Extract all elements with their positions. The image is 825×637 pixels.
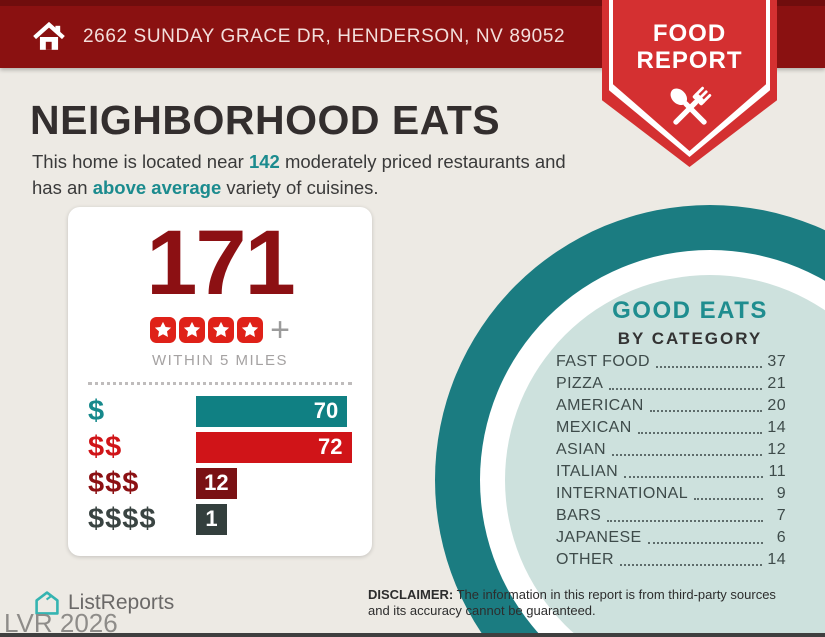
home-icon <box>33 22 65 50</box>
subtitle-text: This home is located near <box>32 151 249 172</box>
subtitle-text: moderately priced restaurants and <box>279 151 566 172</box>
category-row: MEXICAN 14 <box>556 419 786 437</box>
star-icon <box>208 317 235 343</box>
category-label: ITALIAN <box>556 463 619 480</box>
brand-name: ListReports <box>68 591 175 614</box>
star-icon <box>150 317 177 343</box>
category-label: INTERNATIONAL <box>556 485 689 502</box>
food-report-badge: FOOD REPORT <box>602 0 777 167</box>
category-label: FAST FOOD <box>556 353 650 370</box>
price-bar-chart: $70 $$ 72 $$$ 12 $$$$ 1 <box>68 385 372 537</box>
page-title: NEIGHBORHOOD EATS <box>30 97 501 143</box>
category-value: 20 <box>767 397 786 414</box>
star-icon <box>179 317 206 343</box>
price-level-label: $$$ <box>88 466 140 499</box>
category-row: ASIAN 12 <box>556 441 786 459</box>
category-value: 7 <box>776 507 786 524</box>
window-bottom-edge <box>0 633 825 637</box>
category-value: 11 <box>768 463 786 480</box>
dotted-leader <box>647 542 763 544</box>
dotted-leader <box>624 476 763 478</box>
restaurant-count-inline: 142 <box>248 151 280 172</box>
price-bar-row: $$$$ 1 <box>88 501 352 537</box>
price-bar-value: 12 <box>204 470 229 495</box>
good-eats-subtitle: BY CATEGORY <box>617 329 763 348</box>
subtitle-text: variety of cuisines. <box>221 177 379 198</box>
category-list: FAST FOOD 37 PIZZA 21 AMERICAN 20 MEXICAN 14 ASI… <box>556 353 786 574</box>
category-value: 21 <box>767 375 786 392</box>
dotted-leader <box>612 454 763 456</box>
radius-label: WITHIN 5 MILES <box>151 352 288 369</box>
listreports-house-icon <box>35 591 59 615</box>
price-level-label: $$$$ <box>88 502 157 535</box>
category-label: MEXICAN <box>556 419 632 436</box>
dotted-leader <box>649 410 763 412</box>
dotted-leader <box>620 564 763 566</box>
dotted-leader <box>637 432 763 434</box>
price-bar-value: 70 <box>313 398 339 423</box>
page-subtitle: This home is located near 142 moderately… <box>32 149 607 201</box>
category-row: OTHER 14 <box>556 551 786 569</box>
category-row: ITALIAN 11 <box>556 463 786 481</box>
watermark: LVR 2026 <box>4 608 118 637</box>
category-row: AMERICAN 20 <box>556 397 786 415</box>
category-label: JAPANESE <box>556 529 642 546</box>
rating-stars: + <box>68 311 372 349</box>
category-value: 37 <box>767 353 786 370</box>
disclaimer: DISCLAIMER: The information in this repo… <box>368 587 800 619</box>
stats-card: 171 + WITHIN 5 MILES $70 $$ 72 $$$ 12 $$$$ 1 <box>68 207 372 556</box>
subtitle-text: has an <box>32 177 93 198</box>
badge-title-line2: REPORT <box>636 47 743 74</box>
property-address: 2662 SUNDAY GRACE DR, HENDERSON, NV 8905… <box>83 26 566 47</box>
category-value: 14 <box>767 419 786 436</box>
disclaimer-label: DISCLAIMER: <box>368 587 454 602</box>
price-bar: 1 <box>196 503 227 535</box>
spoon-fork-icon <box>670 86 711 125</box>
price-bar: 12 <box>196 467 237 499</box>
badge-title-line1: FOOD <box>652 20 727 47</box>
restaurant-count: 171 <box>146 212 296 314</box>
category-label: PIZZA <box>556 375 604 392</box>
price-level-label: $$ <box>88 430 123 463</box>
price-bar-value: 72 <box>318 434 343 459</box>
category-label: BARS <box>556 507 602 524</box>
price-bar-row: $$$ 12 <box>88 465 352 501</box>
dotted-leader <box>655 366 763 368</box>
disclaimer-text: The information in this report is from t… <box>368 587 776 618</box>
category-label: ASIAN <box>556 441 607 458</box>
category-row: PIZZA 21 <box>556 375 786 393</box>
category-row: BARS 7 <box>556 507 786 525</box>
category-value: 6 <box>776 529 786 546</box>
variety-highlight: above average <box>92 177 222 198</box>
category-value: 14 <box>767 551 786 568</box>
good-eats-title: GOOD EATS <box>612 297 768 324</box>
category-value: 12 <box>767 441 786 458</box>
price-bar-value: 1 <box>205 506 218 531</box>
dotted-leader <box>694 498 763 500</box>
category-label: AMERICAN <box>556 397 644 414</box>
listreports-logo: ListReports <box>34 590 174 616</box>
category-label: OTHER <box>556 551 614 568</box>
price-bar-row: $70 <box>88 393 352 429</box>
price-bar: 72 <box>196 431 352 463</box>
plus-icon: + <box>270 311 290 349</box>
star-icon <box>237 317 264 343</box>
price-bar-row: $$ 72 <box>88 429 352 465</box>
category-value: 9 <box>776 485 786 502</box>
dotted-leader <box>609 388 763 390</box>
price-level-label: $ <box>88 394 106 427</box>
category-row: JAPANESE 6 <box>556 529 786 547</box>
dotted-divider <box>88 382 352 385</box>
category-row: FAST FOOD 37 <box>556 353 786 371</box>
dotted-leader <box>607 520 763 522</box>
category-row: INTERNATIONAL 9 <box>556 485 786 503</box>
price-bar: 70 <box>196 395 348 427</box>
